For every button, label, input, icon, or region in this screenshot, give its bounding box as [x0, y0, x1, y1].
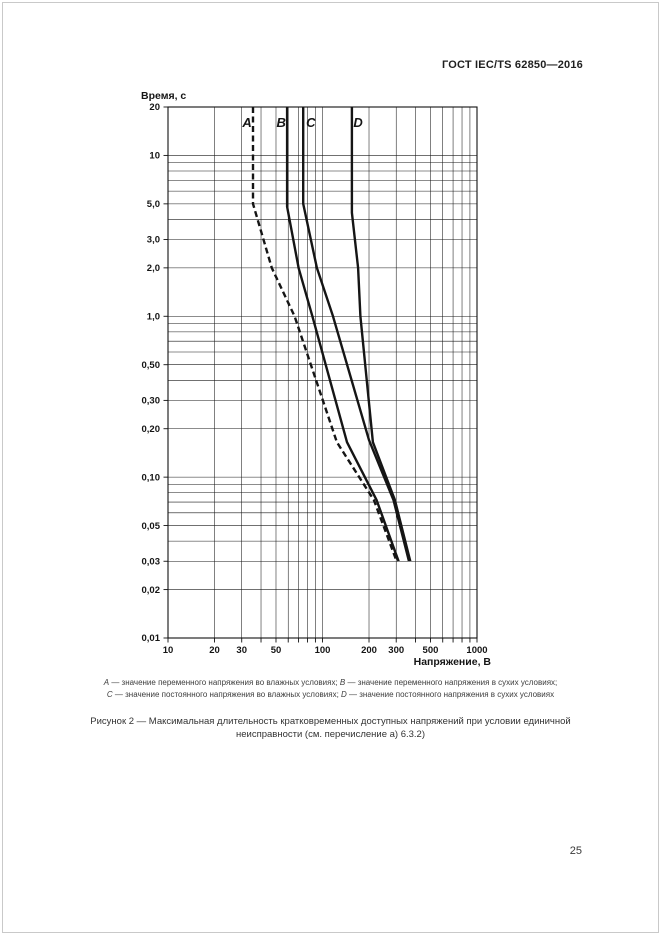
- y-tick-label: 20: [149, 102, 160, 113]
- x-tick-label: 20: [209, 645, 220, 656]
- legend-row: A — значение переменного напряжения во в…: [103, 678, 558, 687]
- figure-2-chart-area: 10 20 30 50 100 200 300 500 1000 20 10 5,0 3,0 2,0 1,0…: [128, 90, 500, 670]
- x-tick-label: 30: [236, 645, 247, 656]
- curve-D: [350, 107, 412, 562]
- figure-caption-line2: неисправности (см. перечисление а) 6.3.2…: [235, 728, 425, 740]
- y-tick-label: 0,10: [142, 472, 161, 483]
- page-number: 25: [569, 845, 582, 857]
- legend-curve-letter: C: [106, 690, 113, 699]
- curve-B: [285, 107, 400, 562]
- figure-legend: A — значение переменного напряжения во в…: [20, 677, 641, 701]
- legend-curve-letter: A: [103, 678, 110, 687]
- y-tick-label: 0,05: [142, 521, 161, 532]
- x-tick-label: 300: [388, 645, 404, 656]
- legend-curve-letter: B: [339, 678, 346, 687]
- x-axis-title: Напряжение, В: [414, 656, 492, 668]
- y-axis-title: Время, с: [141, 90, 186, 102]
- x-tick-label: 200: [361, 645, 377, 656]
- x-tick-label: 100: [315, 645, 331, 656]
- curve-A: [251, 107, 398, 562]
- y-tick-label: 0,01: [142, 633, 161, 644]
- y-tick-label: 2,0: [147, 263, 160, 274]
- y-tick-label: 0,03: [142, 556, 161, 567]
- curve-label-B: B: [276, 115, 285, 130]
- x-tick-label: 50: [271, 645, 282, 656]
- x-tick-label: 500: [423, 645, 439, 656]
- document-header: ГОСТ IEC/TS 62850—2016: [441, 59, 583, 71]
- curve-label-A: A: [241, 115, 251, 130]
- y-tick-label: 3,0: [147, 235, 160, 246]
- y-tick-label: 5,0: [147, 199, 160, 210]
- x-tick-label: 10: [163, 645, 174, 656]
- curve-label-D: D: [353, 115, 363, 130]
- y-tick-label: 1,0: [147, 311, 160, 322]
- curve-C: [301, 107, 411, 562]
- x-tick-label: 1000: [466, 645, 487, 656]
- figure-caption-line1: Рисунок 2 — Максимальная длительность кр…: [90, 716, 571, 727]
- plot-border: [167, 106, 478, 639]
- y-tick-label: 10: [149, 151, 160, 162]
- figure-chart: 10 20 30 50 100 200 300 500 1000 20 10 5,0 3,0 2,0 1,0…: [141, 90, 492, 668]
- figure-caption: Рисунок 2 — Максимальная длительность кр…: [40, 716, 621, 741]
- y-tick-label: 0,30: [142, 396, 161, 407]
- legend-curve-letter: D: [341, 690, 347, 699]
- legend-row: C — значение постоянного напряжения во в…: [106, 690, 555, 699]
- curve-label-C: C: [306, 115, 316, 130]
- y-tick-label: 0,02: [142, 585, 161, 596]
- y-tick-label: 0,50: [142, 360, 161, 371]
- y-tick-label: 0,20: [142, 424, 161, 435]
